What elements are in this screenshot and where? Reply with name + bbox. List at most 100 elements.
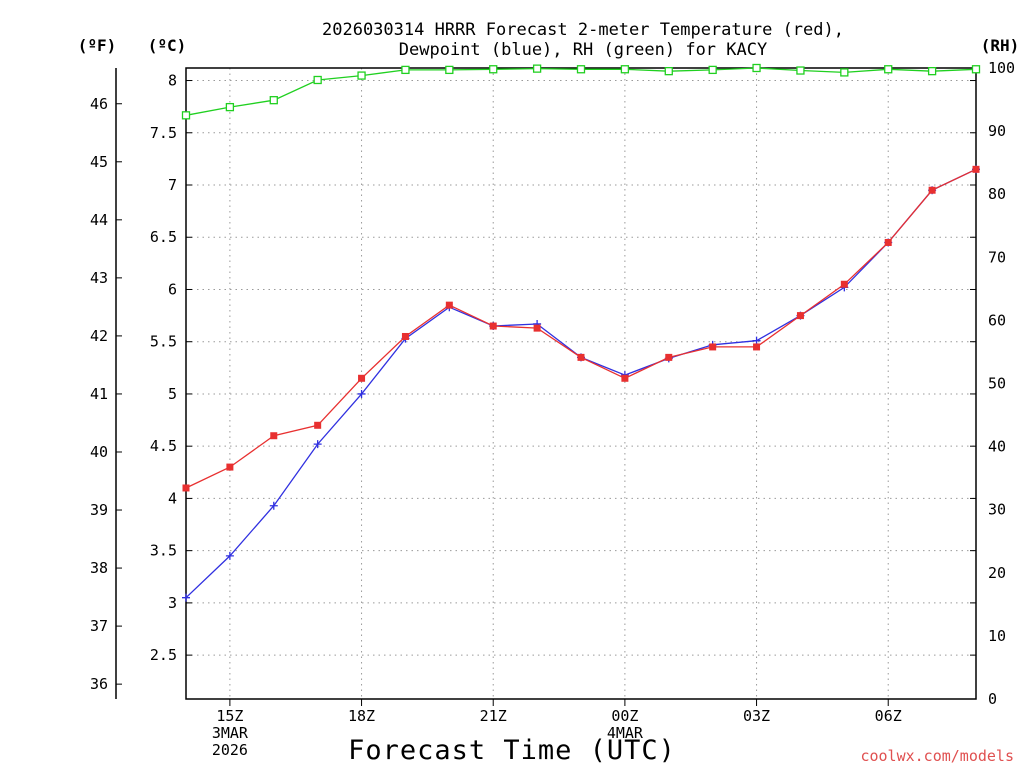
fahrenheit-tick-label: 41	[90, 385, 108, 403]
x-tick-label: 00Z	[611, 707, 638, 725]
celsius-tick-label: 6.5	[150, 228, 177, 246]
celsius-tick-label: 3.5	[150, 542, 177, 560]
rh-point	[752, 63, 761, 73]
data-series	[181, 63, 981, 602]
temperature-point	[182, 484, 190, 492]
x-tick-label: 06Z	[875, 707, 902, 725]
rh-point	[401, 65, 410, 75]
temperature-point	[314, 421, 322, 429]
x-tick-label: 21Z	[480, 707, 507, 725]
celsius-tick-label: 3	[168, 594, 177, 612]
temperature-point	[577, 353, 585, 361]
temperature-point	[401, 332, 409, 340]
celsius-tick-label: 5.5	[150, 333, 177, 351]
temperature-point	[928, 186, 936, 194]
rh-point	[796, 66, 805, 75]
rh-point	[313, 75, 322, 85]
temperature-point	[270, 432, 278, 440]
rh-tick-label: 20	[988, 564, 1006, 582]
celsius-tick-label: 4.5	[150, 437, 177, 455]
x-tick-label: 3MAR	[212, 724, 249, 742]
rh-unit-label: (RH)	[981, 36, 1020, 55]
rh-point	[840, 68, 849, 77]
rh-point	[620, 65, 630, 74]
fahrenheit-tick-label: 42	[90, 327, 108, 345]
celsius-tick-label: 6	[168, 280, 177, 298]
rh-point	[357, 71, 366, 80]
temperature-point	[840, 280, 848, 288]
temperature-point	[533, 324, 541, 332]
temperature-point	[753, 343, 761, 351]
rh-point	[269, 96, 278, 105]
temperature-point	[358, 374, 366, 382]
x-tick-label: 4MAR	[607, 724, 644, 742]
rh-tick-label: 100	[988, 59, 1015, 77]
rh-series-line	[185, 67, 977, 116]
x-tick-label: 15Z	[216, 707, 243, 725]
temperature-point	[709, 343, 717, 351]
rh-point	[664, 67, 673, 76]
x-tick-label: 18Z	[348, 707, 375, 725]
fahrenheit-tick-label: 45	[90, 153, 108, 171]
dewpoint-point	[225, 551, 234, 560]
rh-point	[708, 65, 717, 75]
celsius-tick-label: 5	[168, 385, 177, 403]
fahrenheit-unit-label: (ºF)	[78, 36, 117, 55]
rh-tick-label: 60	[988, 311, 1006, 329]
x-axis-title: Forecast Time (UTC)	[348, 735, 676, 766]
grid-lines	[186, 68, 976, 699]
rh-tick-label: 30	[988, 501, 1006, 519]
rh-point	[576, 65, 586, 74]
fahrenheit-tick-label: 40	[90, 443, 108, 461]
dewpoint-point	[313, 440, 322, 449]
temperature-point	[972, 165, 980, 173]
temperature-point	[665, 353, 673, 361]
rh-point	[884, 65, 893, 74]
rh-tick-label: 70	[988, 248, 1006, 266]
rh-tick-label: 80	[988, 185, 1006, 203]
rh-point	[225, 102, 235, 112]
fahrenheit-tick-label: 39	[90, 501, 108, 519]
temperature-series-line	[185, 168, 977, 489]
rh-tick-label: 40	[988, 438, 1006, 456]
dewpoint-point	[182, 593, 190, 602]
source-credit: coolwx.com/models	[860, 747, 1014, 765]
celsius-tick-label: 2.5	[150, 646, 177, 664]
axes	[115, 67, 977, 706]
x-tick-label: 03Z	[743, 707, 770, 725]
fahrenheit-tick-label: 46	[90, 95, 108, 113]
temperature-point	[226, 463, 234, 471]
fahrenheit-tick-label: 38	[90, 559, 108, 577]
temperature-point	[621, 374, 629, 382]
rh-point	[532, 64, 542, 73]
celsius-tick-label: 8	[168, 72, 177, 90]
dewpoint-series-line	[185, 168, 977, 599]
rh-point	[489, 65, 498, 74]
rh-point	[927, 67, 937, 76]
dewpoint-point	[357, 389, 366, 398]
temperature-point	[445, 301, 453, 309]
dewpoint-point	[269, 501, 278, 510]
rh-point	[971, 65, 981, 74]
temperature-point	[796, 312, 804, 320]
fahrenheit-tick-label: 36	[90, 675, 108, 693]
rh-tick-label: 50	[988, 375, 1006, 393]
chart-title-line-2: Dewpoint (blue), RH (green) for KACY	[399, 40, 767, 60]
temperature-point	[489, 322, 497, 330]
x-tick-label: 2026	[212, 741, 248, 759]
celsius-tick-label: 7.5	[150, 124, 177, 142]
rh-tick-label: 0	[988, 690, 997, 708]
celsius-tick-label: 4	[168, 489, 177, 507]
fahrenheit-tick-label: 43	[90, 269, 108, 287]
celsius-unit-label: (ºC)	[148, 36, 187, 55]
rh-tick-label: 90	[988, 122, 1006, 140]
dewpoint-point	[752, 336, 761, 345]
fahrenheit-tick-label: 44	[90, 211, 108, 229]
chart-title-line-1: 2026030314 HRRR Forecast 2-meter Tempera…	[322, 20, 844, 40]
celsius-tick-label: 7	[168, 176, 177, 194]
rh-point	[181, 111, 191, 120]
rh-point	[445, 65, 454, 75]
fahrenheit-tick-label: 37	[90, 617, 108, 635]
